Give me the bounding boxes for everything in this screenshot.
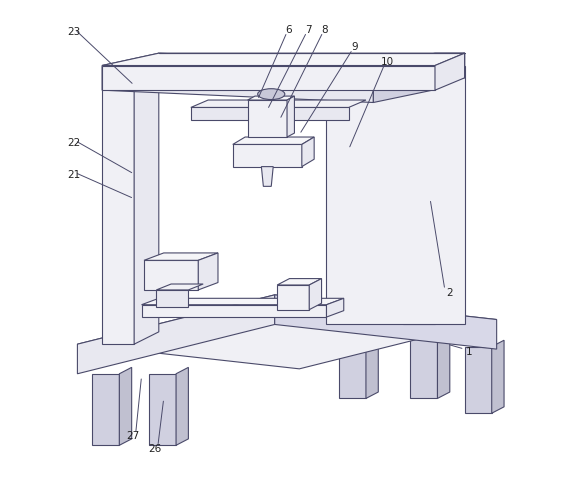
Polygon shape	[78, 295, 274, 374]
Polygon shape	[403, 65, 435, 324]
Text: 21: 21	[67, 170, 80, 180]
Polygon shape	[134, 53, 159, 344]
Text: 8: 8	[322, 25, 328, 35]
Text: 6: 6	[285, 25, 292, 35]
Polygon shape	[376, 53, 464, 65]
Polygon shape	[102, 65, 433, 78]
Polygon shape	[339, 327, 366, 398]
Polygon shape	[435, 53, 464, 324]
Polygon shape	[287, 96, 295, 137]
Text: 2: 2	[446, 288, 453, 299]
Polygon shape	[274, 295, 497, 349]
Polygon shape	[261, 167, 273, 186]
Polygon shape	[119, 368, 131, 445]
Text: 23: 23	[67, 27, 80, 37]
Text: 27: 27	[127, 432, 140, 441]
Polygon shape	[248, 100, 287, 137]
Polygon shape	[277, 285, 309, 310]
Text: 9: 9	[351, 42, 358, 52]
Polygon shape	[102, 65, 134, 344]
Polygon shape	[302, 137, 314, 167]
Polygon shape	[233, 144, 302, 167]
Polygon shape	[144, 260, 198, 290]
Text: 7: 7	[305, 25, 312, 35]
Text: 22: 22	[67, 138, 80, 148]
Polygon shape	[438, 320, 450, 398]
Polygon shape	[149, 374, 176, 445]
Polygon shape	[191, 100, 366, 108]
Polygon shape	[78, 295, 497, 369]
Polygon shape	[327, 65, 464, 324]
Polygon shape	[198, 253, 218, 290]
Polygon shape	[233, 137, 314, 144]
Polygon shape	[366, 320, 378, 398]
Polygon shape	[373, 65, 433, 103]
Polygon shape	[176, 368, 188, 445]
Polygon shape	[141, 305, 327, 317]
Polygon shape	[102, 53, 433, 78]
Polygon shape	[102, 53, 464, 65]
Polygon shape	[191, 108, 349, 120]
Polygon shape	[411, 327, 438, 398]
Polygon shape	[102, 65, 435, 90]
Text: 26: 26	[149, 444, 162, 454]
Polygon shape	[309, 279, 321, 310]
Polygon shape	[102, 65, 373, 103]
Polygon shape	[156, 290, 188, 307]
Polygon shape	[492, 340, 504, 413]
Polygon shape	[144, 253, 218, 260]
Polygon shape	[435, 53, 464, 90]
Polygon shape	[464, 347, 492, 413]
Text: 10: 10	[380, 57, 394, 67]
Text: 1: 1	[466, 347, 473, 357]
Polygon shape	[248, 96, 295, 100]
Ellipse shape	[258, 89, 285, 100]
Polygon shape	[92, 374, 119, 445]
Polygon shape	[405, 53, 464, 90]
Polygon shape	[141, 298, 344, 305]
Polygon shape	[327, 298, 344, 317]
Polygon shape	[156, 284, 203, 290]
Polygon shape	[277, 279, 321, 285]
